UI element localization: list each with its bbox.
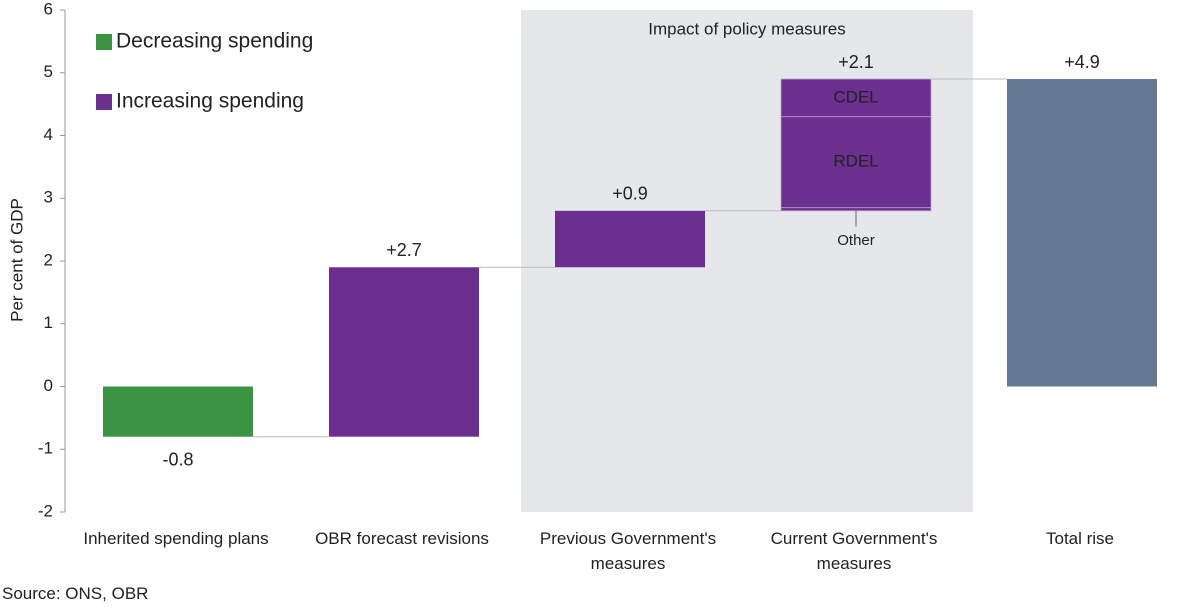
bar	[1007, 79, 1157, 387]
segment-label: CDEL	[833, 87, 878, 106]
y-axis-label: Per cent of GDP	[7, 198, 26, 322]
legend-swatch	[96, 34, 112, 50]
bar-segment	[780, 78, 932, 118]
source-note: Source: ONS, OBR	[2, 584, 149, 603]
y-tick-label: 6	[44, 0, 53, 18]
x-tick-label: Previous Government's measures	[539, 529, 717, 573]
x-tick-label: Inherited spending plans	[83, 529, 269, 548]
segment-label: RDEL	[833, 152, 878, 171]
y-tick-label: 1	[44, 313, 53, 332]
y-tick-label: 5	[44, 62, 53, 81]
x-tick-label: OBR forecast revisions	[315, 529, 489, 548]
x-tick-label: Current Government's measures	[770, 529, 938, 573]
bar	[329, 267, 479, 437]
segment-label: Other	[837, 232, 875, 249]
legend-swatch	[96, 94, 112, 110]
bar	[555, 210, 705, 268]
y-tick-label: 0	[44, 376, 53, 395]
y-tick-label: -2	[38, 501, 53, 520]
value-label: -0.8	[162, 449, 193, 469]
value-label: +2.1	[838, 52, 874, 72]
value-label: +4.9	[1064, 52, 1100, 72]
legend-label: Decreasing spending	[116, 30, 313, 53]
annotation-label: Impact of policy measures	[648, 19, 845, 38]
bar	[103, 386, 253, 437]
y-tick-label: 2	[44, 250, 53, 269]
bar-segment	[780, 116, 932, 209]
y-tick-label: -1	[38, 439, 53, 458]
legend-label: Increasing spending	[116, 90, 304, 113]
value-label: +0.9	[612, 184, 648, 204]
bar-segment	[780, 207, 932, 212]
x-tick-label: Total rise	[1045, 529, 1115, 548]
y-tick-label: 3	[44, 188, 53, 207]
y-tick-label: 4	[44, 125, 53, 144]
value-label: +2.7	[386, 240, 422, 260]
